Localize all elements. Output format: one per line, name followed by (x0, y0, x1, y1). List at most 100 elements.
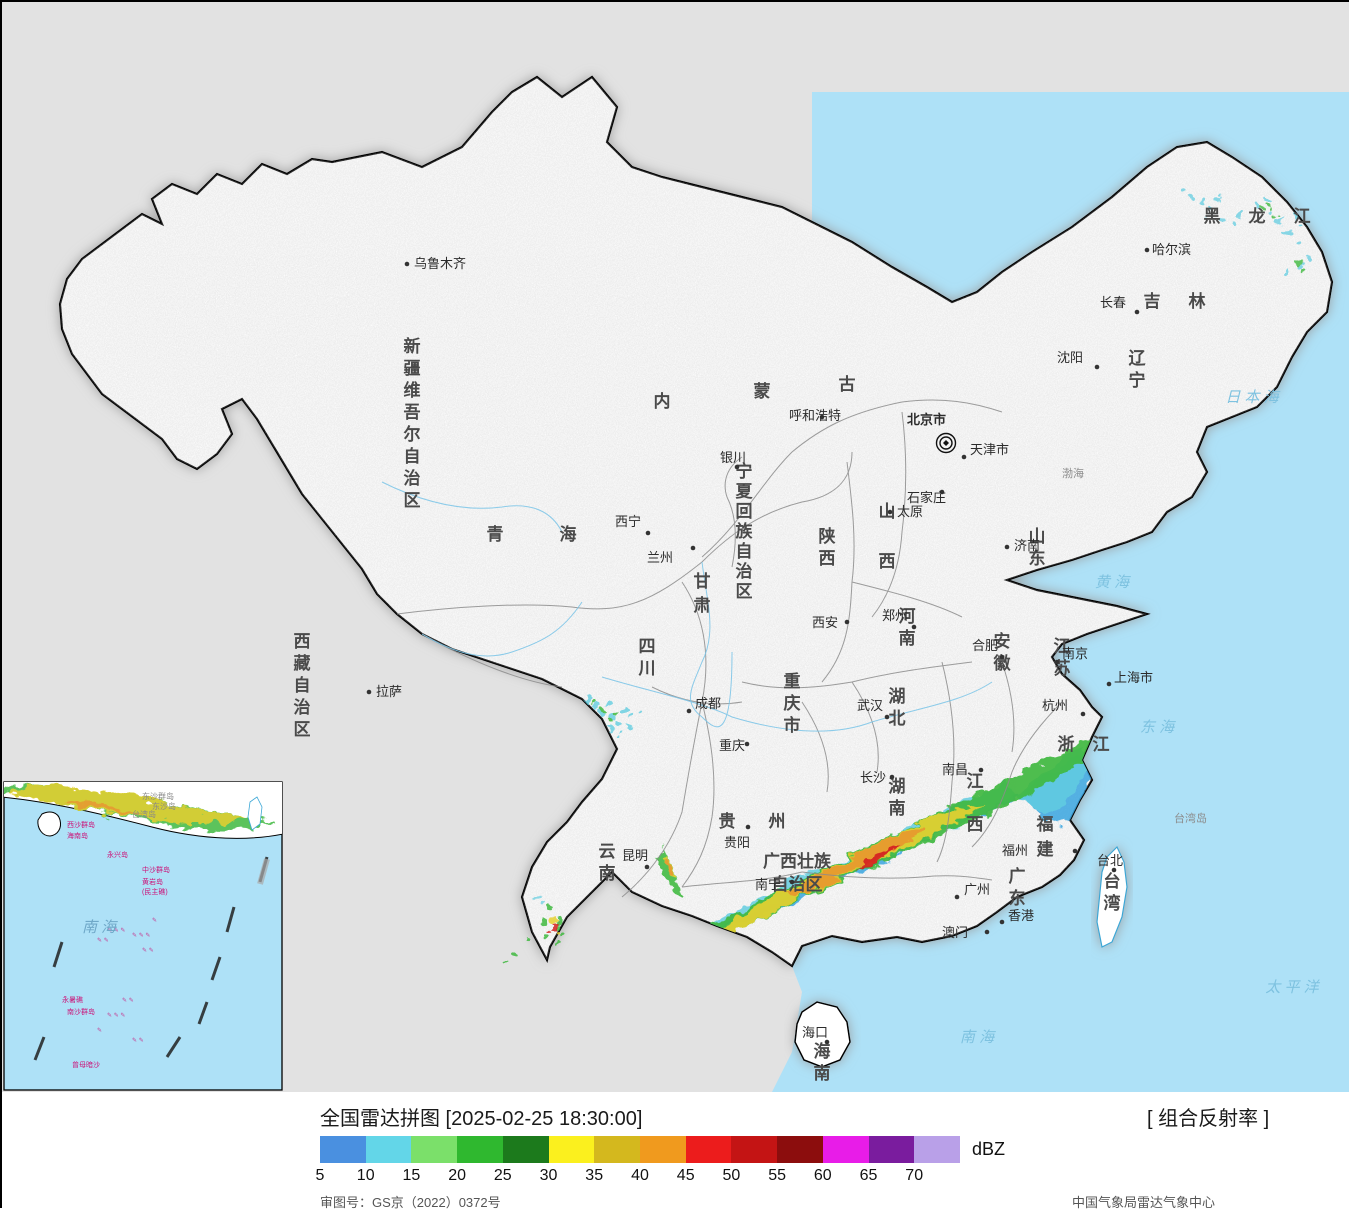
svg-text:西宁: 西宁 (615, 514, 641, 529)
svg-text:南京: 南京 (1062, 646, 1088, 661)
svg-text:南 海: 南 海 (960, 1029, 996, 1046)
svg-text:✎: ✎ (152, 917, 157, 924)
svg-text:治: 治 (294, 697, 311, 717)
svg-text:合肥: 合肥 (972, 638, 998, 653)
svg-text:海: 海 (560, 524, 577, 544)
svg-text:沈阳: 沈阳 (1057, 350, 1083, 365)
svg-text:陕: 陕 (819, 526, 836, 546)
svg-text:长春: 长春 (1100, 295, 1126, 310)
svg-text:贵阳: 贵阳 (724, 835, 750, 850)
svg-text:吉: 吉 (1144, 292, 1161, 311)
svg-text:济南: 济南 (1014, 538, 1040, 553)
svg-text:北京市: 北京市 (907, 412, 946, 427)
svg-text:广州: 广州 (964, 882, 990, 897)
svg-text:中沙群岛: 中沙群岛 (142, 865, 170, 874)
svg-text:回: 回 (736, 502, 753, 521)
svg-text:东 海: 东 海 (1140, 719, 1176, 736)
svg-text:西沙群岛: 西沙群岛 (67, 820, 95, 829)
svg-text:西: 西 (819, 549, 836, 568)
svg-text:南: 南 (899, 628, 916, 648)
svg-text:✎ ✎: ✎ ✎ (132, 1037, 144, 1044)
svg-text:肃: 肃 (694, 596, 711, 615)
svg-text:郑州: 郑州 (882, 608, 908, 623)
svg-text:太原: 太原 (897, 504, 923, 519)
svg-text:武汉: 武汉 (857, 698, 883, 713)
svg-text:西: 西 (967, 815, 984, 834)
svg-text:台湾岛: 台湾岛 (1174, 811, 1207, 825)
svg-text:兰州: 兰州 (647, 550, 673, 565)
svg-text:区: 区 (404, 491, 421, 510)
svg-text:曾母暗沙: 曾母暗沙 (72, 1060, 100, 1069)
svg-text:青: 青 (487, 524, 504, 544)
svg-text:林: 林 (1189, 291, 1206, 311)
svg-text:疆: 疆 (404, 359, 421, 378)
svg-text:吾: 吾 (404, 403, 421, 422)
svg-text:黄岩岛: 黄岩岛 (142, 877, 163, 886)
svg-text:江: 江 (1294, 207, 1311, 226)
svg-text:浙: 浙 (1058, 734, 1075, 754)
svg-text:澳门: 澳门 (942, 925, 968, 940)
svg-text:自: 自 (736, 541, 753, 561)
svg-text:石家庄: 石家庄 (907, 490, 946, 505)
svg-text:川: 川 (638, 659, 656, 678)
svg-text:南沙群岛: 南沙群岛 (67, 1007, 95, 1016)
svg-text:福州: 福州 (1002, 843, 1028, 858)
svg-text:夏: 夏 (736, 482, 754, 501)
svg-text:云: 云 (599, 842, 616, 861)
svg-text:宁: 宁 (1129, 370, 1146, 390)
svg-text:江: 江 (967, 772, 984, 791)
svg-text:海南岛: 海南岛 (67, 831, 88, 840)
svg-text:南: 南 (814, 1063, 831, 1083)
svg-text:湖: 湖 (889, 687, 906, 706)
svg-text:香港: 香港 (1008, 908, 1034, 923)
svg-text:✎: ✎ (97, 1027, 102, 1034)
svg-text:重庆: 重庆 (719, 738, 745, 753)
svg-text:治: 治 (736, 561, 753, 581)
svg-text:湾: 湾 (1104, 893, 1121, 913)
svg-text:四: 四 (639, 637, 656, 656)
svg-text:东沙岛: 东沙岛 (152, 801, 176, 811)
svg-text:区: 区 (294, 720, 311, 739)
svg-text:✎ ✎ ✎: ✎ ✎ ✎ (107, 1012, 125, 1019)
svg-text:庆: 庆 (784, 693, 801, 713)
svg-text:古: 古 (839, 374, 856, 394)
svg-text:维: 维 (404, 380, 421, 400)
svg-text:黄 海: 黄 海 (1095, 574, 1131, 591)
svg-text:✎ ✎: ✎ ✎ (142, 947, 154, 954)
svg-text:乌鲁木齐: 乌鲁木齐 (414, 256, 466, 271)
svg-text:市: 市 (784, 715, 801, 735)
svg-text:自: 自 (294, 675, 311, 695)
svg-text:湖: 湖 (889, 777, 906, 796)
svg-text:成都: 成都 (695, 696, 721, 711)
svg-text:藏: 藏 (294, 654, 311, 673)
svg-text:州: 州 (768, 812, 786, 831)
svg-text:✎ ✎: ✎ ✎ (97, 937, 109, 944)
svg-text:自: 自 (404, 446, 421, 466)
svg-text:永暑礁: 永暑礁 (62, 995, 83, 1004)
svg-text:广: 广 (1009, 866, 1026, 886)
svg-text:西安: 西安 (812, 615, 838, 630)
svg-text:呼和浩特: 呼和浩特 (789, 408, 841, 423)
svg-text:上海市: 上海市 (1114, 670, 1153, 685)
svg-text:福: 福 (1036, 814, 1054, 834)
svg-text:北: 北 (889, 709, 906, 728)
svg-text:内: 内 (654, 391, 671, 411)
svg-text:渤海: 渤海 (1062, 466, 1084, 480)
svg-text:台北: 台北 (1097, 853, 1123, 868)
svg-text:新: 新 (404, 336, 421, 356)
svg-text:甘: 甘 (694, 571, 711, 591)
svg-text:族: 族 (736, 521, 754, 541)
svg-text:银川: 银川 (720, 450, 746, 465)
svg-text:南昌: 南昌 (942, 762, 968, 777)
svg-text:辽: 辽 (1129, 349, 1147, 368)
svg-text:南: 南 (889, 798, 906, 818)
svg-text:山: 山 (879, 502, 896, 521)
svg-text:(民主礁): (民主礁) (142, 887, 168, 896)
svg-text:东: 东 (1009, 888, 1026, 908)
svg-text:西: 西 (879, 552, 896, 571)
svg-text:太 平 洋: 太 平 洋 (1265, 979, 1320, 996)
svg-text:东沙群岛: 东沙群岛 (142, 791, 174, 801)
svg-text:广西壮族: 广西壮族 (763, 851, 832, 871)
svg-text:天津市: 天津市 (970, 442, 1009, 457)
svg-text:黑: 黑 (1204, 207, 1221, 226)
